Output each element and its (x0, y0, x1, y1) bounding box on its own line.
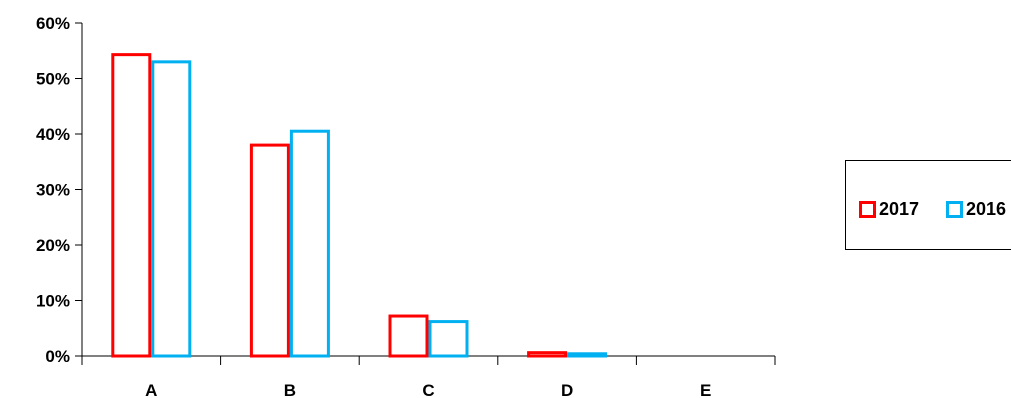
bar-2017-D (527, 351, 568, 358)
bar-2017-C (388, 314, 429, 358)
y-tick-label: 60% (36, 14, 70, 33)
legend: 2017 2016 (845, 160, 1011, 250)
bar-2017-B (249, 143, 290, 358)
y-tick-label: 0% (45, 347, 70, 366)
y-tick-label: 20% (36, 236, 70, 255)
y-tick-label: 40% (36, 125, 70, 144)
legend-item-2016: 2016 (946, 199, 1006, 220)
x-category-label: C (422, 381, 434, 398)
x-axis: A B C D E (81, 355, 776, 398)
bar-2016-B (289, 129, 330, 358)
y-tick-label: 10% (36, 292, 70, 311)
legend-swatch-2016 (946, 201, 963, 218)
x-category-label: B (284, 381, 296, 398)
x-category-label: A (145, 381, 157, 398)
bar-2016-A (151, 60, 192, 358)
legend-label-2017: 2017 (879, 199, 920, 219)
legend-swatch-2017 (859, 201, 876, 218)
x-category-label: E (700, 381, 711, 398)
y-axis: 0% 10% 20% 30% 40% 50% 60% (36, 14, 83, 366)
x-category-label: D (561, 381, 573, 398)
y-tick-label: 50% (36, 70, 70, 89)
legend-label-2016: 2016 (966, 199, 1007, 219)
bars (111, 53, 608, 358)
bar-2016-C (428, 320, 469, 358)
bar-2017-A (111, 53, 152, 358)
bar-2016-D (567, 352, 608, 358)
y-tick-label: 30% (36, 181, 70, 200)
legend-item-2017: 2017 (859, 199, 919, 220)
